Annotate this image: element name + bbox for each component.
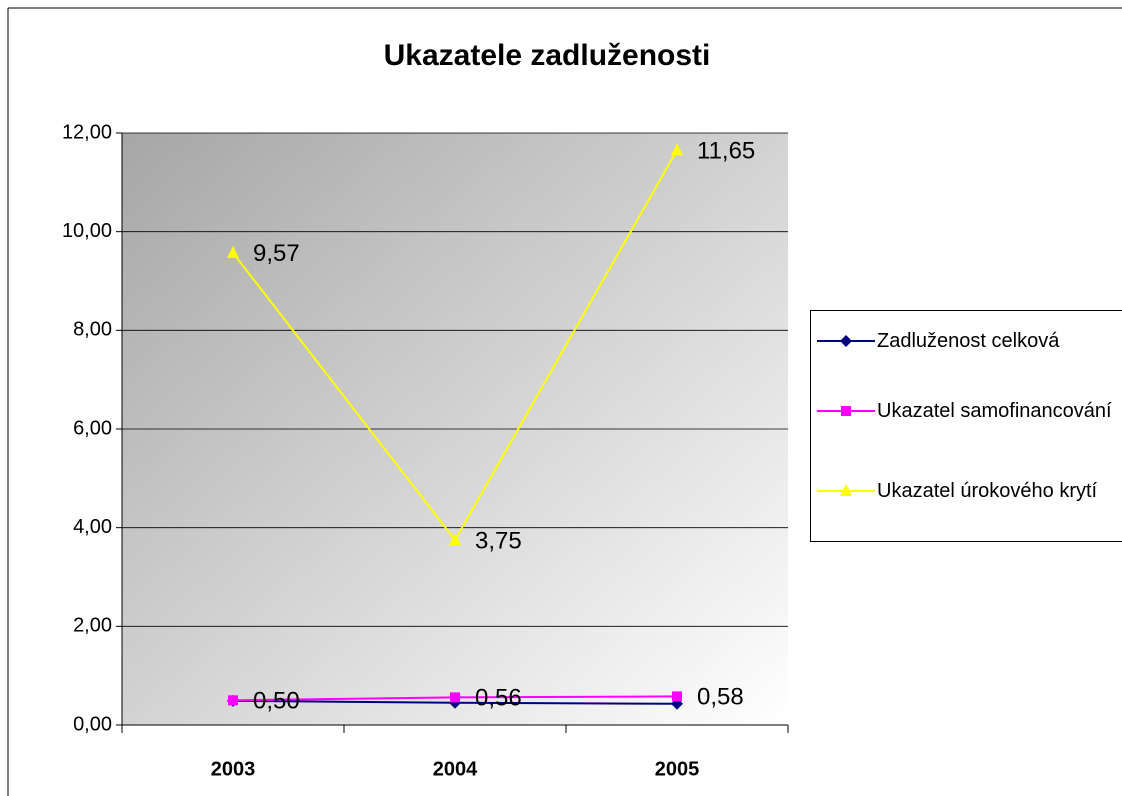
- marker: [840, 335, 852, 347]
- legend-label: Ukazatel úrokového krytí: [877, 480, 1098, 502]
- marker: [672, 691, 682, 702]
- y-tick-label: 12,00: [62, 121, 112, 143]
- marker: [227, 245, 239, 258]
- legend-item: Zadluženost celková: [811, 329, 1122, 354]
- data-label: 3,75: [475, 527, 522, 554]
- chart-title: Ukazatele zadluženosti: [384, 39, 711, 72]
- y-tick-label: 8,00: [73, 319, 112, 341]
- y-tick-label: 10,00: [62, 220, 112, 242]
- marker: [228, 695, 238, 706]
- marker: [450, 692, 460, 703]
- legend-label: Zadluženost celková: [877, 330, 1060, 352]
- marker: [449, 533, 461, 545]
- y-tick-label: 4,00: [73, 516, 112, 538]
- legend-item: Ukazatel úrokového krytí: [811, 479, 1122, 504]
- y-tick-label: 0,00: [73, 713, 112, 735]
- legend: Zadluženost celková Ukazatel samofinancov…: [810, 310, 1122, 542]
- x-tick-label: 2003: [211, 758, 256, 780]
- y-tick-label: 2,00: [73, 615, 112, 637]
- data-label: 0,50: [253, 688, 300, 715]
- y-tick-label: 6,00: [73, 417, 112, 439]
- marker: [840, 484, 852, 496]
- legend-icon: [817, 484, 875, 496]
- data-label: 11,65: [697, 138, 755, 165]
- legend-item: Ukazatel samofinancování: [811, 399, 1122, 424]
- data-label: 0,56: [475, 685, 522, 712]
- x-tick-label: 2005: [655, 758, 700, 780]
- marker: [671, 143, 683, 156]
- x-tick-label: 2004: [433, 758, 478, 780]
- marker: [841, 406, 851, 416]
- legend-icon: [817, 335, 875, 347]
- legend-label: Ukazatel samofinancování: [877, 400, 1112, 422]
- data-label: 0,58: [697, 684, 744, 711]
- legend-icon: [817, 406, 875, 416]
- data-label: 9,57: [253, 240, 300, 267]
